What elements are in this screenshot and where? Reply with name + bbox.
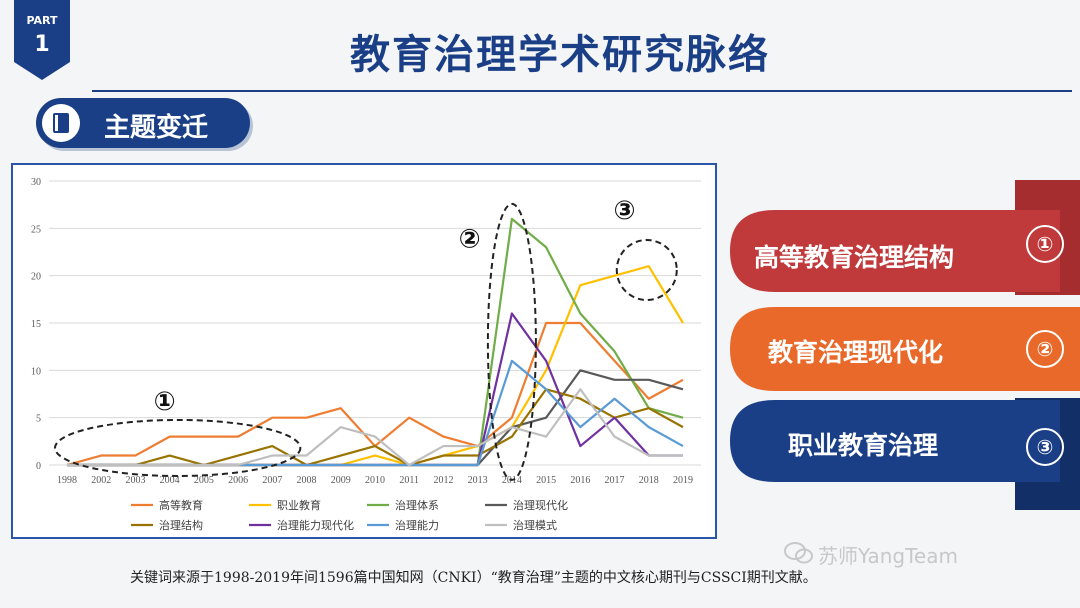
banner-1-number: ① [1026, 225, 1064, 263]
part-badge: PART 1 [14, 0, 70, 80]
x-tick-label: 2008 [297, 475, 317, 486]
part-number: 1 [34, 32, 50, 57]
title-divider [92, 90, 1072, 92]
series-line-8 [67, 388, 683, 467]
y-tick-label: 25 [31, 224, 41, 235]
series-line-2 [67, 265, 684, 467]
x-tick-label: 2007 [262, 475, 282, 486]
x-tick-label: 2015 [536, 475, 556, 486]
banner-1-label: 高等教育治理结构 [754, 243, 955, 272]
section-header: 主题变迁 [36, 98, 256, 148]
x-tick-label: 2011 [399, 475, 419, 486]
watermark: 苏师YangTeam [818, 544, 958, 568]
x-tick-label: 2002 [91, 475, 111, 486]
x-tick-label: 2018 [639, 475, 659, 486]
annotation-marker-2: ② [459, 224, 481, 254]
x-tick-label: 2005 [194, 475, 214, 486]
x-tick-label: 2016 [570, 475, 590, 486]
y-tick-label: 5 [36, 414, 41, 425]
x-tick-label: 2009 [331, 475, 351, 486]
legend-label: 治理结构 [159, 518, 203, 532]
banner-3-label: 职业教育治理 [788, 431, 939, 460]
x-tick-label: 2017 [605, 475, 625, 486]
section-title: 主题变迁 [104, 113, 209, 143]
annotation-ellipse-1 [54, 418, 302, 477]
annotation-marker-3: ③ [614, 196, 636, 226]
y-tick-label: 15 [31, 319, 41, 330]
chart-container: 0 5 10 15 20 25 30 1998 2002 2003 2004 2005 2006 2007… [11, 163, 717, 539]
footnote: 关键词来源于1998-2019年间1596篇中国知网（CNKI）“教育治理”主题… [130, 570, 817, 586]
legend-label: 治理能力现代化 [277, 518, 354, 532]
top-bar: PART 1 教育治理学术研究脉络 [0, 0, 1080, 88]
x-tick-label: 1998 [57, 475, 77, 486]
series-line-5 [67, 388, 684, 467]
part-label: PART [26, 14, 58, 27]
series-line-3 [67, 217, 684, 467]
x-tick-label: 2013 [468, 475, 488, 486]
banner-3: 职业教育治理 ③ [730, 398, 1080, 510]
y-tick-label: 30 [31, 177, 41, 188]
x-tick-label: 2010 [365, 475, 385, 486]
x-tick-label: 2012 [433, 475, 453, 486]
legend-label: 高等教育 [159, 498, 203, 512]
banner-1: 高等教育治理结构 ① [730, 180, 1080, 295]
annotation-ellipse-2 [486, 202, 537, 481]
annotation-ellipse-3 [615, 238, 678, 301]
line-chart: 0 5 10 15 20 25 30 1998 2002 2003 2004 2005 2006 2007… [31, 177, 701, 532]
x-tick-label: 2006 [228, 475, 248, 486]
banner-3-number: ③ [1026, 428, 1064, 466]
annotation-marker-1: ① [154, 387, 176, 417]
banner-2: 教育治理现代化 ② [730, 305, 1080, 395]
legend-label: 职业教育 [277, 498, 321, 512]
legend-label: 治理体系 [395, 498, 439, 512]
banner-2-label: 教育治理现代化 [768, 338, 944, 367]
book-icon [42, 104, 80, 142]
x-tick-label: 2003 [125, 475, 145, 486]
y-tick-label: 20 [31, 272, 41, 283]
banner-2-number: ② [1026, 330, 1064, 368]
legend-label: 治理能力 [395, 518, 439, 532]
page-title: 教育治理学术研究脉络 [350, 32, 770, 78]
x-tick-label: 2004 [160, 475, 180, 486]
wechat-icon [784, 542, 814, 568]
y-tick-label: 10 [31, 366, 41, 377]
x-tick-label: 2019 [673, 475, 693, 486]
legend-label: 治理现代化 [513, 498, 568, 512]
y-tick-label: 0 [36, 461, 41, 472]
legend-label: 治理模式 [513, 518, 557, 532]
